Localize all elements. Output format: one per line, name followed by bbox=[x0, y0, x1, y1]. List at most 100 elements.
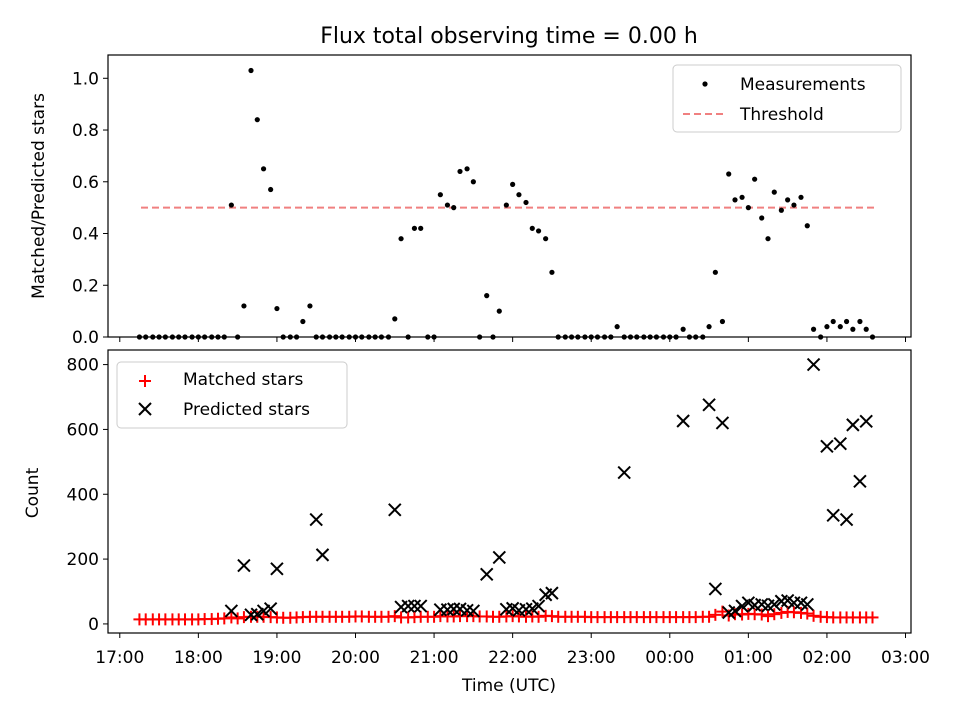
measurement-point bbox=[830, 318, 836, 325]
matched-star-point bbox=[762, 610, 774, 623]
bottom-xlabel: Time (UTC) bbox=[461, 676, 556, 696]
predicted-star-point bbox=[388, 503, 402, 517]
measurement-point bbox=[307, 303, 313, 309]
predicted-star-point bbox=[492, 550, 506, 565]
predicted-star-point bbox=[859, 414, 873, 429]
bottom-xtick-label: 20:00 bbox=[331, 648, 380, 668]
bottom-xtick-label: 00:00 bbox=[645, 648, 694, 668]
measurement-point bbox=[765, 236, 771, 242]
legend-measurements-label: Measurements bbox=[740, 75, 866, 95]
predicted-star-point bbox=[800, 597, 814, 612]
predicted-star-point bbox=[270, 562, 284, 576]
measurement-point bbox=[857, 318, 863, 325]
measurement-point bbox=[824, 324, 830, 330]
legend-predicted-marker bbox=[138, 402, 152, 416]
measurement-point bbox=[418, 225, 424, 231]
predicted-star-point bbox=[466, 604, 481, 618]
predicted-star-point bbox=[309, 512, 323, 527]
matched-star-point bbox=[709, 608, 722, 621]
measurement-point bbox=[241, 303, 247, 309]
predicted-star-point bbox=[480, 567, 494, 582]
measurement-point bbox=[300, 318, 306, 325]
predicted-star-point bbox=[820, 439, 834, 453]
top-ytick-label: 0.0 bbox=[72, 328, 99, 348]
measurement-point bbox=[752, 176, 758, 182]
measurement-point bbox=[771, 189, 777, 195]
predicted-star-point bbox=[250, 607, 264, 621]
measurement-point bbox=[791, 202, 797, 208]
bottom-ylabel: Count bbox=[23, 467, 43, 518]
measurement-point bbox=[810, 326, 817, 332]
legend-measurements-marker bbox=[702, 81, 708, 87]
top-panel: Flux total observing time = 0.00 h 0.00.… bbox=[29, 24, 912, 348]
measurement-point bbox=[254, 117, 260, 123]
top-legend-box bbox=[672, 64, 902, 133]
bottom-ytick-label: 800 bbox=[67, 356, 99, 376]
predicted-star-point bbox=[407, 599, 422, 613]
legend-matched-label: Matched stars bbox=[183, 370, 303, 390]
measurement-point bbox=[785, 197, 791, 203]
measurement-point bbox=[719, 318, 726, 325]
predicted-star-point bbox=[263, 601, 278, 616]
measurement-point bbox=[510, 181, 516, 187]
measurement-point bbox=[274, 305, 280, 312]
measurement-point bbox=[268, 186, 274, 193]
measurement-point bbox=[484, 293, 490, 299]
top-ytick-label: 0.4 bbox=[72, 225, 99, 245]
top-ylabel: Matched/Predicted stars bbox=[29, 93, 49, 299]
bottom-xtick-label: 22:00 bbox=[488, 648, 537, 668]
bottom-ytick-label: 600 bbox=[67, 420, 99, 440]
predicted-star-point bbox=[676, 414, 690, 428]
top-axes-frame bbox=[107, 54, 912, 338]
predicted-star-point bbox=[853, 474, 867, 488]
bottom-legend-box bbox=[116, 361, 348, 429]
bottom-axes-frame bbox=[107, 349, 912, 634]
top-legend: Measurements Threshold bbox=[672, 64, 902, 133]
predicted-star-point bbox=[447, 602, 461, 616]
bottom-legend: Matched stars Predicted stars bbox=[116, 361, 348, 429]
bottom-panel: 0 200 400 600 800 17:00 18:00 19:00 20:00 21:00 2… bbox=[23, 349, 930, 696]
measurement-point bbox=[516, 192, 522, 198]
predicted-star-point bbox=[833, 436, 847, 451]
bottom-xtick-label: 18:00 bbox=[174, 648, 223, 668]
measurement-point bbox=[248, 67, 254, 74]
bottom-ytick-label: 400 bbox=[67, 485, 99, 505]
predicted-star-point bbox=[806, 357, 821, 372]
predicted-star-point bbox=[839, 512, 854, 527]
measurement-point bbox=[457, 168, 463, 175]
measurement-point bbox=[798, 194, 804, 200]
measurement-point bbox=[850, 326, 856, 332]
measurement-point bbox=[260, 166, 267, 172]
matched-star-point bbox=[801, 607, 814, 620]
top-ytick-label: 1.0 bbox=[72, 69, 99, 89]
predicted-star-point bbox=[846, 418, 860, 432]
measurement-point bbox=[535, 228, 542, 234]
matched-star-point bbox=[768, 608, 781, 621]
bottom-xtick-label: 19:00 bbox=[252, 648, 301, 668]
measurement-point bbox=[712, 269, 718, 275]
predicted-star-point bbox=[414, 599, 428, 613]
matched-star-point bbox=[866, 611, 879, 624]
measurement-point bbox=[411, 225, 418, 231]
top-yticks: 0.0 0.2 0.4 0.6 0.8 1.0 bbox=[72, 69, 108, 348]
bottom-yticks: 0 200 400 600 800 bbox=[67, 356, 108, 635]
measurement-point bbox=[804, 223, 810, 229]
measurement-point bbox=[464, 166, 470, 172]
measurement-point bbox=[837, 324, 843, 330]
predicted-star-point bbox=[826, 508, 840, 523]
legend-threshold-label: Threshold bbox=[739, 105, 824, 125]
measurement-point bbox=[543, 236, 549, 242]
measurement-point bbox=[503, 202, 509, 208]
measurement-point bbox=[529, 225, 535, 231]
bottom-xtick-label: 03:00 bbox=[881, 648, 930, 668]
measurement-point bbox=[843, 318, 850, 325]
measurement-point bbox=[732, 197, 738, 203]
predicted-star-point bbox=[545, 586, 559, 600]
bottom-xtick-label: 21:00 bbox=[410, 648, 459, 668]
matched-star-point bbox=[755, 608, 768, 621]
measurement-point bbox=[726, 171, 732, 177]
predicted-star-point bbox=[617, 465, 631, 480]
predicted-star-point bbox=[715, 416, 730, 430]
measurement-point bbox=[398, 236, 404, 242]
